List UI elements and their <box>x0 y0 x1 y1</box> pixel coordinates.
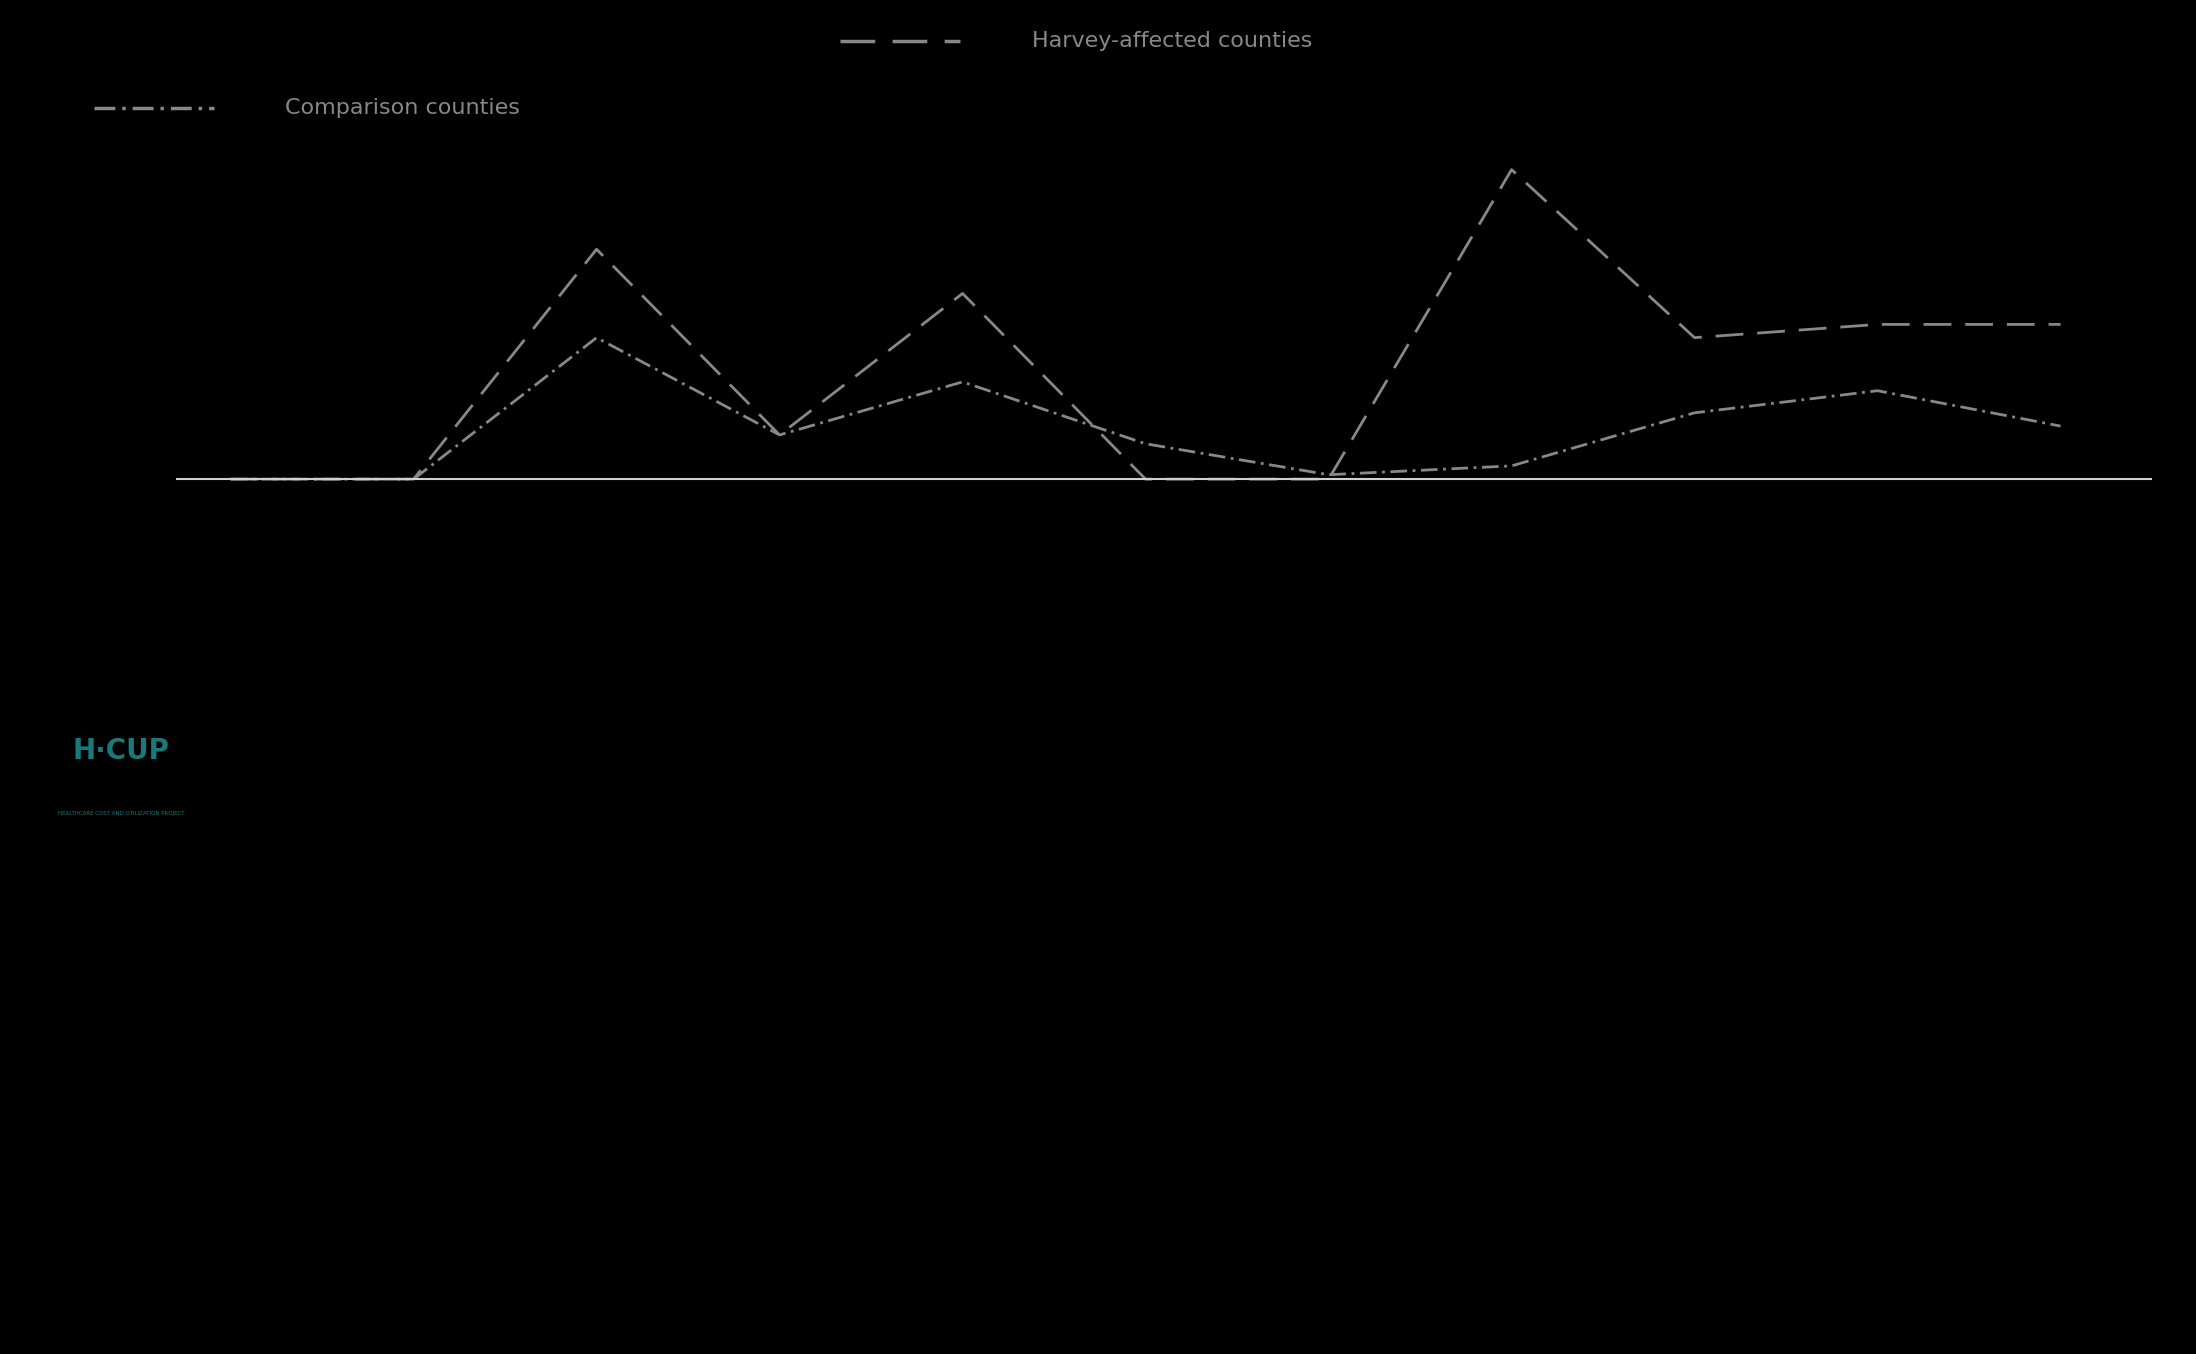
Text: Comparison counties: Comparison counties <box>285 99 520 118</box>
Text: H·CUP: H·CUP <box>72 738 169 765</box>
Text: Harvey-affected counties: Harvey-affected counties <box>1032 31 1313 50</box>
Text: HEALTHCARE COST AND UTILIZATION PROJECT: HEALTHCARE COST AND UTILIZATION PROJECT <box>57 811 184 815</box>
